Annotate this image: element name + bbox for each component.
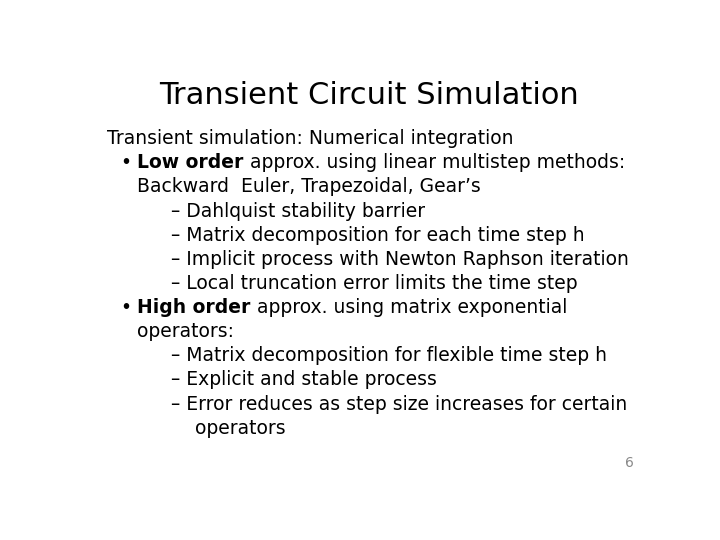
Text: – Error reduces as step size increases for certain: – Error reduces as step size increases f… [171,395,627,414]
Text: – Local truncation error limits the time step: – Local truncation error limits the time… [171,274,577,293]
Text: •: • [121,153,132,172]
Text: – Implicit process with Newton Raphson iteration: – Implicit process with Newton Raphson i… [171,250,629,269]
Text: approx. using linear multistep methods:: approx. using linear multistep methods: [244,153,625,172]
Text: – Matrix decomposition for flexible time step h: – Matrix decomposition for flexible time… [171,346,607,365]
Text: approx. using matrix exponential: approx. using matrix exponential [251,298,567,317]
Text: Transient simulation: Numerical integration: Transient simulation: Numerical integrat… [107,129,513,149]
Text: – Explicit and stable process: – Explicit and stable process [171,370,437,389]
Text: High order: High order [138,298,251,317]
Text: Low order: Low order [138,153,244,172]
Text: Transient Circuit Simulation: Transient Circuit Simulation [159,82,579,111]
Text: 6: 6 [625,456,634,470]
Text: – Matrix decomposition for each time step h: – Matrix decomposition for each time ste… [171,226,585,245]
Text: •: • [121,298,132,317]
Text: – Dahlquist stability barrier: – Dahlquist stability barrier [171,201,425,221]
Text: operators: operators [171,418,286,437]
Text: operators:: operators: [138,322,235,341]
Text: Backward  Euler, Trapezoidal, Gear’s: Backward Euler, Trapezoidal, Gear’s [138,178,481,197]
